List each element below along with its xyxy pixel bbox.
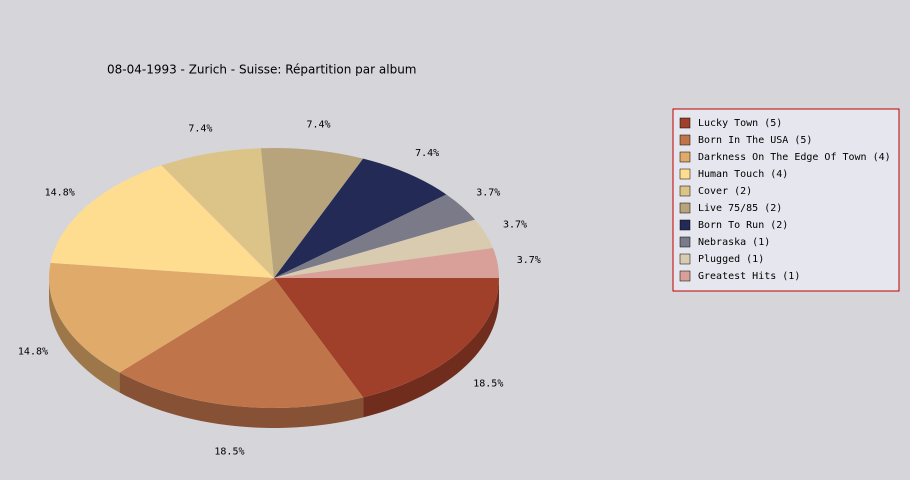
slice <box>274 219 493 278</box>
slice <box>274 278 499 398</box>
legend-swatch <box>679 151 691 163</box>
legend-label: Greatest Hits (1) <box>698 271 800 282</box>
legend-label: Nebraska (1) <box>698 237 770 248</box>
slice <box>274 158 447 278</box>
legend-swatch <box>679 202 691 214</box>
slice <box>48 262 274 373</box>
legend-label: Born In The USA (5) <box>698 135 812 146</box>
legend-label: Human Touch (4) <box>698 169 788 180</box>
legend-label: Cover (2) <box>698 186 752 197</box>
legend-label: Plugged (1) <box>698 254 764 265</box>
legend-swatch <box>679 168 691 180</box>
legend-label: Lucky Town (5) <box>698 118 782 129</box>
legend-box <box>672 108 900 292</box>
legend-swatch <box>679 117 691 129</box>
value-label: 7.4% <box>188 124 212 135</box>
value-label: 3.7% <box>517 255 541 266</box>
legend-label: Born To Run (2) <box>698 220 788 231</box>
slice <box>274 248 499 278</box>
value-label: 18.5% <box>473 379 503 390</box>
slice <box>119 278 364 408</box>
value-label: 3.7% <box>476 187 500 198</box>
slice <box>161 148 274 278</box>
slice-side <box>49 278 120 393</box>
legend-swatch <box>679 219 691 231</box>
slice <box>274 194 476 278</box>
value-label: 14.8% <box>18 346 48 357</box>
legend-swatch <box>679 236 691 248</box>
value-label: 7.4% <box>415 148 439 159</box>
value-label: 14.8% <box>45 187 75 198</box>
value-label: 18.5% <box>214 447 244 458</box>
value-label: 7.4% <box>306 119 330 130</box>
slice-side <box>119 372 364 428</box>
value-label: 3.7% <box>503 220 527 231</box>
legend-label: Darkness On The Edge Of Town (4) <box>698 152 891 163</box>
slice <box>260 148 364 278</box>
chart-title: 08-04-1993 - Zurich - Suisse: Répartitio… <box>107 63 417 77</box>
slice <box>50 165 275 278</box>
legend-swatch <box>679 134 691 146</box>
legend-swatch <box>679 270 691 282</box>
legend-swatch <box>679 185 691 197</box>
legend-swatch <box>679 253 691 265</box>
legend-label: Live 75/85 (2) <box>698 203 782 214</box>
slice-side <box>363 278 499 418</box>
